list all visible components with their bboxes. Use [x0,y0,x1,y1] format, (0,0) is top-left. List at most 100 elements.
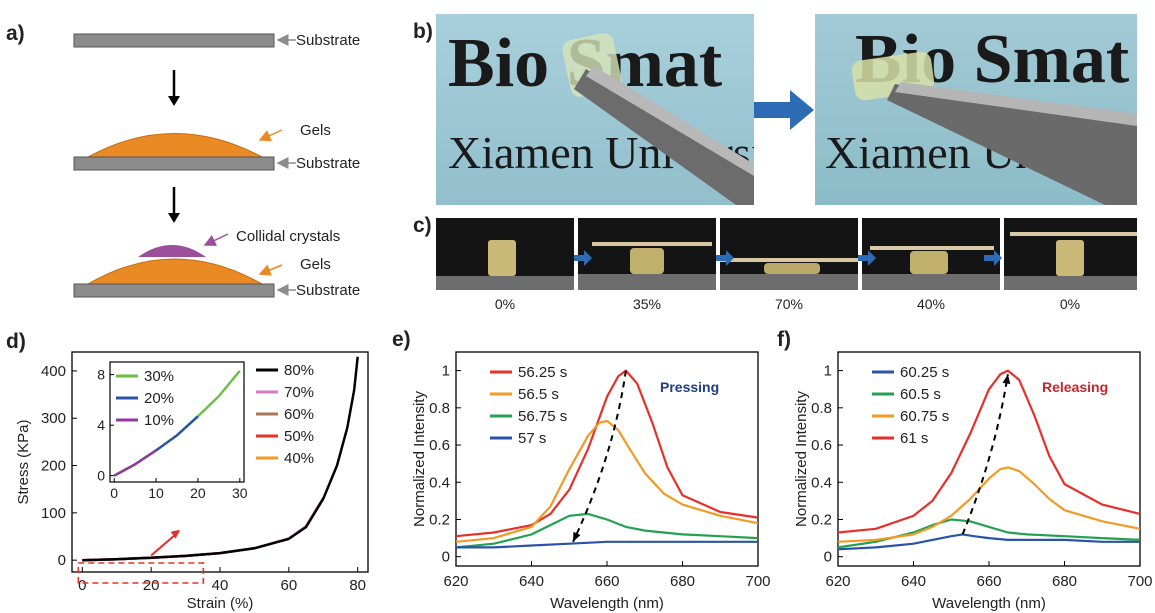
y-tick-label: 0.4 [429,474,450,491]
strip-frame-3 [720,218,858,290]
strip-caption-2: 35% [632,296,662,312]
inset-x-tick-label: 10 [148,485,164,501]
y-axis-label: Normalized Intensity [411,391,428,527]
inset-y-tick-label: 8 [97,367,105,383]
crystals-label: Collidal crystals [236,228,341,245]
y-tick-label: 1 [824,363,832,380]
series-line [82,356,359,562]
x-tick-label: 40 [212,577,229,594]
y-tick-label: 0 [442,549,450,566]
legend-label: 20% [144,390,174,407]
inset-x-tick-label: 0 [110,485,118,501]
x-tick-label: 680 [1052,573,1077,590]
x-tick-label: 620 [825,573,850,590]
x-tick-label: 20 [143,577,160,594]
series-line [837,518,1141,549]
inset-y-tick-label: 0 [97,468,105,484]
y-tick-label: 200 [41,458,66,475]
x-tick-label: 80 [349,577,366,594]
legend-label: 60.5 s [900,386,941,403]
x-tick-label: 660 [976,573,1001,590]
inset-x-tick-label: 30 [232,485,248,501]
legend-label: 80% [284,362,314,379]
legend-label: 56.25 s [518,364,567,381]
strip-caption-1: 0% [494,296,516,312]
y-tick-label: 400 [41,363,66,380]
y-axis-label: Stress (KPa) [15,419,32,504]
series-line [837,369,1141,534]
releasing-spectra-chart: 620 640 660 680 700 0 0.2 0.4 0.6 0.8 1 Wavelength … [793,351,1153,612]
x-tick-label: 620 [443,573,468,590]
trend-arrow [572,370,627,543]
x-tick-label: 700 [1127,573,1152,590]
fabrication-schematic [73,33,296,298]
x-tick-label: 640 [901,573,926,590]
y-tick-label: 0.2 [811,511,832,528]
inset-frame [109,361,245,483]
trend-arrow-head [1002,374,1011,385]
strip-frame-2 [578,218,716,290]
pressing-spectra-chart: 620 640 660 680 700 0 0.2 0.4 0.6 0.8 1 Wavelength … [411,351,771,612]
releasing-label: Releasing [1042,379,1108,395]
transition-arrow [754,90,814,130]
x-tick-label: 640 [519,573,544,590]
crystal-step3 [138,245,206,257]
trend-arrow [961,374,1009,535]
photo-after: Bio Smat Xiamen University [815,14,1137,205]
zoom-region [77,562,205,584]
panel-label-b: b) [413,20,433,43]
trend-arrow-head [573,531,581,542]
x-axis-label: Wavelength (nm) [932,595,1046,612]
series-line [455,512,759,549]
photo-before: Bio Smat Xiamen University [436,14,754,205]
legend-label: 56.75 s [518,408,567,425]
y-tick-label: 0.2 [429,511,450,528]
panel-label-e: e) [392,328,411,351]
series-line [113,449,157,477]
strip-caption-3: 70% [774,296,804,312]
y-tick-label: 0.6 [811,437,832,454]
legend-label: 61 s [900,430,928,447]
y-tick-label: 0.8 [811,400,832,417]
series-line [455,419,759,543]
x-tick-label: 0 [78,577,86,594]
substrate-label-2: Substrate [296,155,361,172]
y-tick-label: 1 [442,363,450,380]
legend-label: 70% [284,384,314,401]
legend-label: 60% [284,406,314,423]
series-line [837,466,1141,543]
strip-frame-1 [436,218,574,290]
inset-y-tick-label: 4 [97,417,105,433]
strip-frame-4 [862,218,1000,290]
x-tick-label: 660 [594,573,619,590]
gel-step2 [87,133,263,158]
y-axis-label: Normalized Intensity [793,391,810,527]
legend-label: 60.25 s [900,364,949,381]
legend-label: 30% [144,368,174,385]
panel-label-f: f) [777,328,791,351]
substrate-label-3: Substrate [296,282,361,299]
strip-arrows [574,250,1002,266]
legend-label: 56.5 s [518,386,559,403]
zoom-arrow-head [170,529,180,539]
x-tick-label: 700 [745,573,770,590]
substrate-label-1: Substrate [296,32,361,49]
y-tick-label: 0.8 [429,400,450,417]
panel-label-c: c) [413,214,432,237]
gel-step3 [86,258,264,285]
substrate-step2 [73,156,275,171]
pressing-label: Pressing [660,379,719,395]
legend-label: 57 s [518,430,546,447]
series-line [837,533,1140,551]
series-line [456,540,758,549]
substrate-step1 [73,33,275,48]
y-tick-label: 0 [824,549,832,566]
x-axis-label: Strain (%) [187,595,254,612]
x-tick-label: 680 [670,573,695,590]
panel-label-a: a) [6,22,25,45]
strip-caption-4: 40% [916,296,946,312]
legend-label: 40% [284,450,314,467]
gels-label-2: Gels [300,256,331,273]
substrate-step3 [73,283,275,298]
